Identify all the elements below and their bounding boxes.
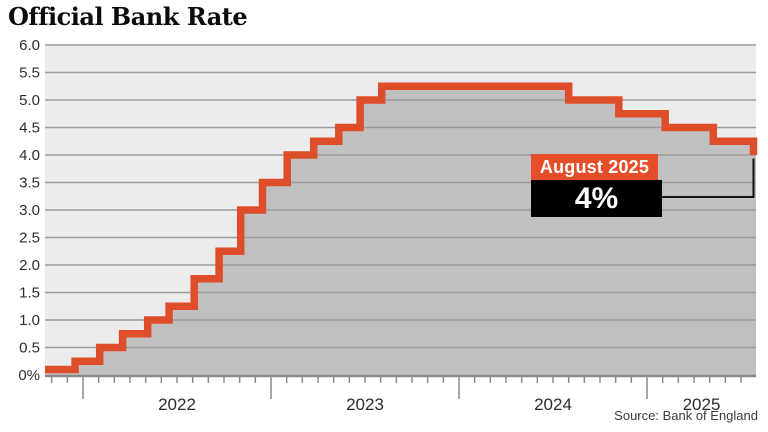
annotation-date-box: August 2025 bbox=[531, 154, 658, 180]
annotation-date-label: August 2025 bbox=[539, 156, 650, 177]
y-axis-tick-label: 2.5 bbox=[19, 230, 40, 247]
y-axis-tick-label: 5.5 bbox=[19, 65, 40, 82]
annotation-value-box: 4% bbox=[531, 180, 662, 217]
rate-step-line bbox=[45, 82, 758, 374]
source-credit: Source: Bank of England bbox=[614, 408, 758, 423]
y-axis-tick-label: 5.0 bbox=[19, 92, 40, 109]
y-axis-tick-label: 0% bbox=[18, 367, 40, 384]
y-axis-tick-label: 4.0 bbox=[19, 147, 40, 164]
y-axis-tick-label: 1.5 bbox=[19, 285, 40, 302]
annotation-value-label: 4% bbox=[574, 181, 619, 215]
y-axis-tick-label: 1.0 bbox=[19, 312, 40, 329]
x-axis-tick-label: 2024 bbox=[534, 395, 572, 414]
x-axis-tick-label: 2025 bbox=[683, 395, 721, 414]
y-axis-tick-label: 3.0 bbox=[19, 202, 40, 219]
page-title: Official Bank Rate bbox=[8, 2, 248, 31]
y-axis-tick-label: 6.0 bbox=[19, 37, 40, 54]
y-axis-tick-label: 2.0 bbox=[19, 257, 40, 274]
y-axis-tick-label: 4.5 bbox=[19, 120, 40, 137]
x-axis-tick-label: 2023 bbox=[346, 395, 384, 414]
annotation-connector-line bbox=[661, 158, 755, 198]
y-axis-tick-label: 3.5 bbox=[19, 175, 40, 192]
x-axis-tick-label: 2022 bbox=[158, 395, 196, 414]
y-axis-tick-label: 0.5 bbox=[19, 340, 40, 357]
